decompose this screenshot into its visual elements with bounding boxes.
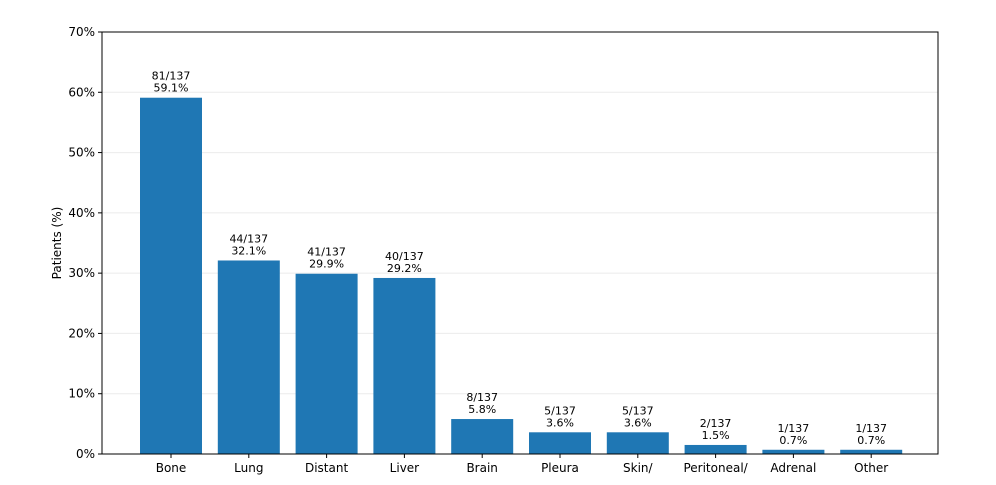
x-axis: Bone Lung Distant Liver Brain Pleura Skin/Peri…	[156, 454, 888, 475]
x-tick-label: Bone	[156, 461, 187, 475]
bar	[217, 260, 280, 454]
y-tick-label: 30%	[68, 266, 95, 280]
bar-count-label: 8/137	[466, 391, 498, 404]
x-tick-label: Other	[854, 461, 888, 475]
y-tick-label: 20%	[68, 326, 95, 340]
y-tick-label: 50%	[68, 146, 95, 160]
bar-count-label: 5/137	[544, 404, 576, 417]
plot-frame	[101, 31, 939, 455]
x-tick-label: Distant	[305, 461, 348, 475]
x-tick-label: Pleura	[541, 461, 579, 475]
x-tick-label: Brain	[466, 461, 497, 475]
bar-value-label: 29.2%	[387, 262, 422, 275]
x-tick-label: Peritoneal/	[683, 461, 748, 475]
bar-value-label: 0.7%	[857, 434, 885, 447]
bar-count-label: 1/137	[778, 422, 810, 435]
bar-count-label: 81/137	[152, 70, 191, 83]
bar-value-label: 5.8%	[468, 403, 496, 416]
bar	[451, 419, 514, 454]
bar-count-label: 1/137	[855, 422, 887, 435]
y-tick-label: 70%	[68, 25, 95, 39]
bar-value-label: 0.7%	[779, 434, 807, 447]
bar	[840, 449, 903, 454]
bar-value-label: 32.1%	[231, 244, 266, 257]
bar-count-label: 5/137	[622, 404, 654, 417]
bar	[606, 432, 669, 454]
bar	[140, 97, 202, 454]
bar	[762, 449, 825, 454]
bar-value-label: 29.9%	[309, 258, 344, 271]
x-tick-label: Liver	[390, 461, 420, 475]
bar	[529, 432, 591, 454]
bar	[373, 277, 436, 454]
y-tick-label: 0%	[76, 447, 95, 461]
y-tick-label: 60%	[68, 85, 95, 99]
bar-value-label: 1.5%	[702, 429, 730, 442]
y-tick-label: 10%	[68, 387, 95, 401]
y-axis-label: Patients (%)	[50, 207, 64, 280]
y-tick-label: 40%	[68, 206, 95, 220]
x-tick-label: Lung	[234, 461, 263, 475]
x-tick-label: Adrenal	[770, 461, 816, 475]
bar-value-label: 3.6%	[546, 416, 574, 429]
bar-count-label: 41/137	[307, 246, 346, 259]
bars	[140, 97, 903, 454]
bar-count-label: 40/137	[385, 250, 424, 263]
bar-value-label: 59.1%	[154, 82, 189, 95]
bar-value-label: 3.6%	[624, 416, 652, 429]
x-tick-label: Skin/	[623, 461, 654, 475]
y-axis: 0% 10% 20% 30% 40% 50% 60% 70%	[68, 25, 102, 461]
bar	[295, 273, 358, 454]
bar-count-label: 2/137	[700, 417, 732, 430]
bar-count-label: 44/137	[229, 232, 268, 245]
bar	[684, 444, 747, 454]
